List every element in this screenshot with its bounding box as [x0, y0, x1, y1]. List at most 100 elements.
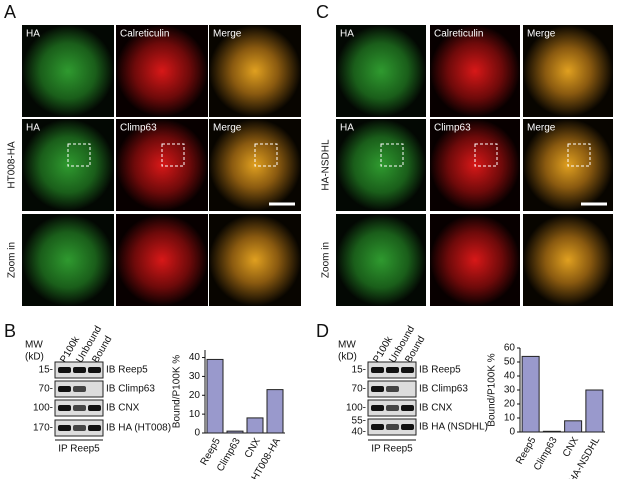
band [386, 424, 399, 430]
mw-marker: 170- [33, 423, 53, 434]
y-tick-label: 20 [189, 390, 201, 401]
y-tick-label: 40 [504, 371, 516, 382]
y-tick-label: 40 [189, 352, 201, 363]
channel-label: HA [26, 29, 40, 40]
band [73, 425, 86, 431]
mw-unit: (kD) [25, 352, 44, 363]
bar [266, 389, 284, 434]
micrograph [336, 25, 426, 117]
panel-label: B [4, 321, 16, 341]
channel-label: Climp63 [120, 123, 157, 134]
zoom-box [161, 143, 185, 167]
band [73, 386, 86, 392]
y-axis-label: Bound/P100K % [487, 353, 498, 426]
y-tick-label: 10 [189, 409, 201, 420]
band-label: IB CNX [106, 403, 140, 414]
mw-marker: 100- [33, 403, 53, 414]
channel-label: Merge [213, 29, 242, 40]
band [401, 424, 414, 430]
micrograph [22, 214, 114, 306]
panel-label: D [316, 321, 329, 341]
band [371, 367, 384, 373]
mw-label: MW [338, 340, 356, 351]
band [371, 424, 384, 430]
micrograph [116, 214, 208, 306]
y-tick-label: 50 [504, 357, 516, 368]
y-tick-label: 0 [194, 428, 200, 439]
panel-label: C [316, 2, 329, 22]
zoom-box [567, 143, 591, 167]
row-label: HT008-HA [7, 141, 18, 189]
micrograph [523, 214, 613, 306]
band [386, 405, 399, 411]
y-tick-label: 10 [504, 413, 516, 424]
band [73, 367, 86, 373]
band [401, 367, 414, 373]
band [371, 405, 384, 411]
panel-label: A [4, 2, 16, 22]
y-tick-label: 60 [504, 343, 516, 354]
band-label: IB Climp63 [106, 384, 155, 395]
bar [226, 430, 244, 434]
micrograph [523, 25, 613, 117]
bar [564, 420, 583, 433]
micrograph [336, 214, 426, 306]
band [401, 405, 414, 411]
bar [521, 355, 540, 433]
y-tick-label: 20 [504, 399, 516, 410]
mw-marker: 70- [352, 384, 366, 395]
row-label: HA-NSDHL [321, 139, 332, 191]
y-tick-label: 30 [189, 371, 201, 382]
micrograph [22, 25, 114, 117]
channel-label: Calreticulin [434, 29, 483, 40]
band [386, 367, 399, 373]
micrograph [116, 25, 208, 117]
band [386, 386, 399, 392]
band [371, 386, 384, 392]
zoom-box [380, 143, 404, 167]
mw-label: MW [25, 340, 43, 351]
row-label: Zoom in [321, 242, 332, 278]
band-label: IB Reep5 [106, 365, 148, 376]
channel-label: Climp63 [434, 123, 471, 134]
channel-label: HA [340, 123, 354, 134]
channel-label: Merge [527, 123, 556, 134]
bar [585, 389, 604, 433]
band [88, 367, 101, 373]
mw-marker: 15- [39, 365, 53, 376]
y-tick-label: 30 [504, 385, 516, 396]
mw-marker: 70- [39, 384, 53, 395]
band-label: IB CNX [419, 403, 453, 414]
micrograph [209, 214, 301, 306]
band [58, 405, 71, 411]
band-label: IB HA (NSDHL) [419, 422, 488, 433]
band-label: IB HA (HT008) [106, 423, 171, 434]
row-label: Zoom in [7, 242, 18, 278]
y-axis-label: Bound/P100K % [172, 355, 183, 428]
micrograph [209, 25, 301, 117]
bar [246, 417, 264, 434]
mw-marker: 15- [352, 365, 366, 376]
mw-marker: 100- [346, 403, 366, 414]
mw-marker: 40- [352, 427, 366, 438]
channel-label: HA [340, 29, 354, 40]
ip-label: IP Reep5 [371, 444, 413, 455]
x-tick-label: CNX [561, 435, 581, 459]
channel-label: Calreticulin [120, 29, 169, 40]
band [58, 425, 71, 431]
mw-marker: 55- [352, 416, 366, 427]
bar [206, 358, 224, 434]
zoom-box [67, 143, 91, 167]
band [88, 425, 101, 431]
zoom-box [474, 143, 498, 167]
mw-unit: (kD) [338, 352, 357, 363]
micrograph [430, 25, 520, 117]
band [58, 386, 71, 392]
micrograph [430, 214, 520, 306]
band [58, 367, 71, 373]
ip-label: IP Reep5 [58, 444, 100, 455]
band-label: IB Climp63 [419, 384, 468, 395]
band [73, 405, 86, 411]
band [88, 405, 101, 411]
